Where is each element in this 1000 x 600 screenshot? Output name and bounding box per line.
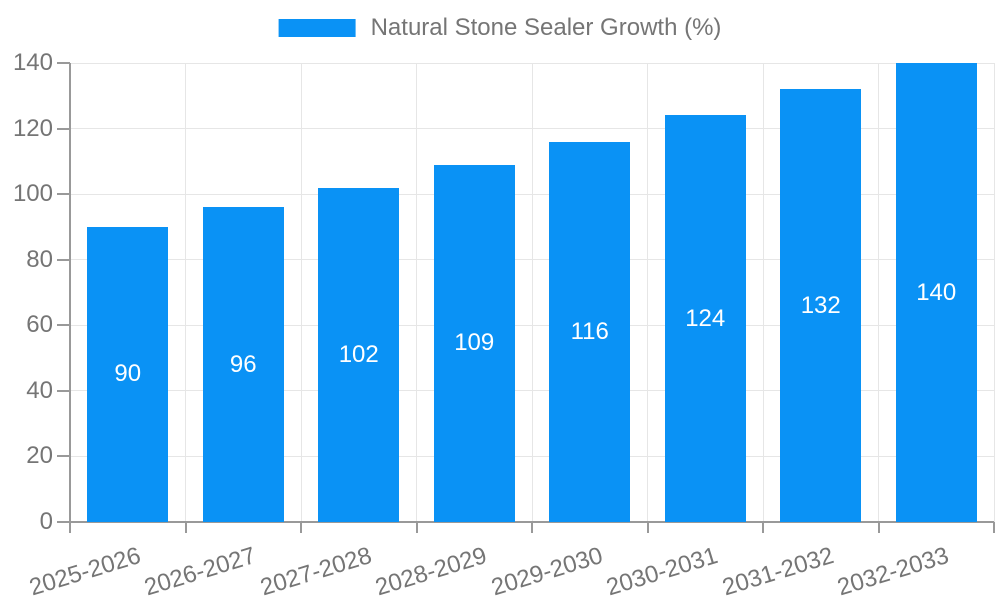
y-axis-tick	[57, 127, 70, 130]
y-axis-tick-label: 0	[39, 508, 53, 535]
bar-value-label: 102	[338, 340, 379, 368]
x-axis-tick	[531, 522, 533, 533]
gridline-vertical	[531, 63, 533, 522]
bar-2028-2029	[433, 164, 515, 522]
gridline-vertical	[300, 63, 302, 522]
gridline-vertical	[993, 63, 995, 522]
bar-2026-2027	[202, 207, 284, 522]
y-axis-tick-label: 140	[12, 49, 53, 76]
x-axis-tick	[69, 522, 71, 533]
x-axis-tick	[300, 522, 302, 533]
x-axis-tick	[877, 522, 880, 533]
x-axis-tick	[993, 522, 995, 533]
y-axis-tick-label: 120	[12, 114, 53, 142]
bar-2031-2032	[780, 89, 862, 522]
bar-2029-2030	[549, 141, 631, 522]
bar-value-label: 109	[454, 329, 495, 357]
x-axis-tick	[762, 522, 764, 533]
y-axis-tick	[57, 389, 70, 392]
bar-value-label: 116	[570, 317, 609, 345]
gridline-vertical	[647, 63, 648, 522]
bar-value-label: 140	[916, 278, 957, 306]
legend-swatch-icon	[278, 19, 356, 37]
bar-2030-2031	[664, 115, 746, 522]
y-axis-tick	[57, 455, 70, 458]
y-axis-tick-label: 20	[26, 442, 53, 470]
y-axis-tick-label: 100	[12, 180, 53, 208]
bar-value-label: 124	[685, 304, 726, 332]
gridline-vertical	[878, 63, 879, 522]
y-axis-tick-label: 40	[26, 376, 53, 404]
y-axis-tick	[57, 62, 70, 64]
y-axis-tick-label: 60	[26, 311, 53, 339]
gridline-vertical	[762, 63, 764, 522]
y-axis-tick	[57, 324, 70, 327]
bar-2025-2026	[87, 226, 169, 522]
bar-2032-2033	[895, 63, 977, 522]
bar-value-label: 90	[114, 360, 142, 388]
bar-value-label: 132	[800, 291, 841, 319]
x-axis-tick	[184, 522, 187, 533]
gridline-vertical	[416, 63, 417, 522]
x-axis-tick	[646, 522, 649, 533]
y-axis-line	[69, 63, 71, 523]
bar-2027-2028	[318, 187, 400, 522]
bar-value-label: 96	[229, 350, 257, 378]
y-axis-tick	[57, 193, 70, 196]
y-axis-tick-label: 80	[26, 245, 53, 273]
x-axis-tick	[415, 522, 418, 533]
legend-item[interactable]: Natural Stone Sealer Growth (%)	[278, 14, 722, 42]
y-axis-tick	[57, 258, 70, 261]
y-axis-tick	[57, 521, 70, 523]
legend-label: Natural Stone Sealer Growth (%)	[370, 14, 722, 41]
gridline-vertical	[185, 63, 186, 522]
